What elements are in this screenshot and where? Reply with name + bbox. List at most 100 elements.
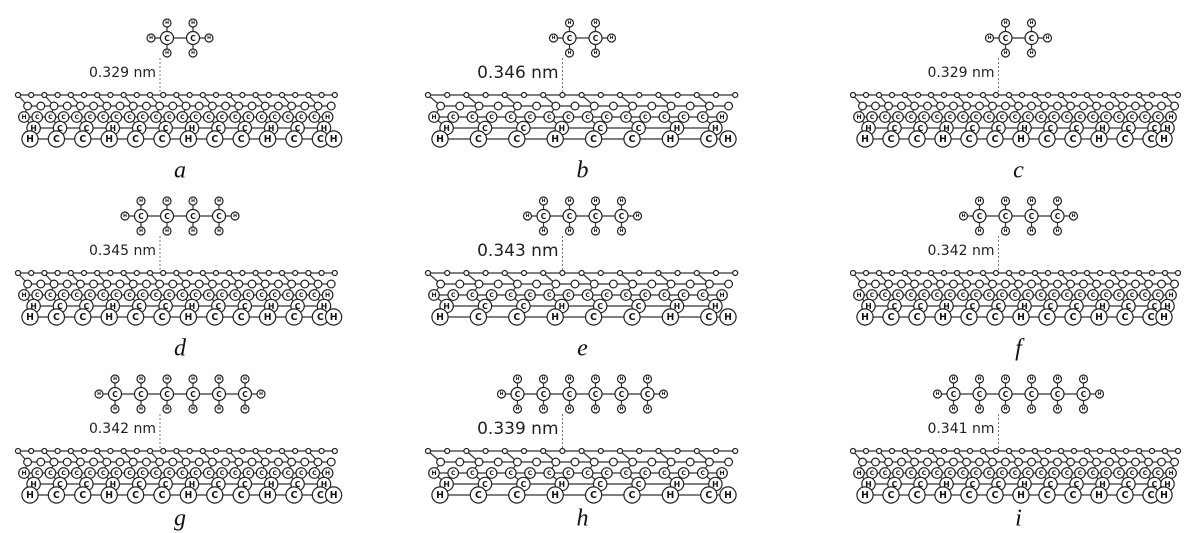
atom-symbol: C (317, 312, 324, 323)
panel-label: h (577, 506, 589, 532)
atom-symbol: C (1026, 292, 1031, 299)
atom-symbol: C (286, 470, 291, 477)
distance-label: 0.343 nm (477, 241, 558, 261)
atom (319, 271, 324, 276)
atom-symbol: C (662, 114, 667, 121)
atom-symbol: C (948, 292, 953, 299)
atom (301, 280, 309, 288)
atom (937, 458, 945, 466)
atom-symbol: H (264, 312, 272, 323)
atom-symbol: C (643, 292, 648, 299)
atom (1132, 458, 1140, 466)
atom-symbol: H (443, 480, 449, 489)
atom-symbol: H (1095, 490, 1103, 501)
atom (1033, 449, 1038, 454)
atom-symbol: C (167, 470, 172, 477)
atom-symbol: C (141, 292, 146, 299)
atom (77, 102, 85, 110)
atom (182, 102, 190, 110)
atom-symbol: H (610, 35, 614, 41)
atom-symbol: H (559, 302, 565, 311)
atom (95, 271, 100, 276)
atom-symbol: C (1026, 470, 1031, 477)
atom-symbol: C (605, 114, 610, 121)
atom-symbol: C (974, 114, 979, 121)
atom (1059, 93, 1064, 98)
atom-symbol: C (273, 470, 278, 477)
atom (437, 458, 445, 466)
atom-symbol: C (1148, 134, 1155, 145)
atom-symbol: C (1070, 134, 1077, 145)
atom-symbol: C (566, 114, 571, 121)
atom (968, 271, 973, 276)
atom (266, 271, 271, 276)
atom (148, 93, 153, 98)
atom-symbol: C (922, 114, 927, 121)
atom (227, 449, 232, 454)
atom (174, 449, 179, 454)
atom (129, 458, 137, 466)
atom-symbol: C (662, 292, 667, 299)
atom (502, 93, 507, 98)
atom (55, 271, 60, 276)
atom (963, 458, 971, 466)
atom (129, 102, 137, 110)
atom (637, 271, 642, 276)
atom (552, 280, 560, 288)
atom-symbol: C (220, 292, 225, 299)
atom-symbol: C (233, 114, 238, 121)
atom-symbol: C (1026, 114, 1031, 121)
atom-symbol: H (978, 376, 982, 382)
panel-label: f (1015, 336, 1025, 362)
atom-symbol: C (88, 114, 93, 121)
atom (929, 93, 934, 98)
atom-symbol: C (914, 312, 921, 323)
atom-symbol: H (165, 20, 169, 26)
atom-symbol: C (1078, 470, 1083, 477)
atom-symbol: C (1122, 134, 1129, 145)
atom (911, 458, 919, 466)
atom-symbol: H (217, 406, 221, 412)
atom-symbol: H (1004, 376, 1008, 382)
atom-symbol: C (870, 292, 875, 299)
atom-symbol: C (961, 470, 966, 477)
atom (182, 458, 190, 466)
atom (514, 102, 522, 110)
atom-symbol: H (165, 406, 169, 412)
atom-symbol: C (193, 292, 198, 299)
atom-symbol: C (35, 114, 40, 121)
atom-symbol: C (1044, 312, 1051, 323)
atom (143, 102, 151, 110)
atom-symbol: C (141, 114, 146, 121)
atom-symbol: H (1004, 20, 1008, 26)
atom (327, 280, 335, 288)
atom (1111, 271, 1116, 276)
atom-symbol: C (636, 124, 642, 133)
atom (533, 102, 541, 110)
panel-label: i (1015, 506, 1022, 532)
atom-symbol: C (987, 114, 992, 121)
atom-symbol: H (243, 376, 247, 382)
atom (156, 280, 164, 288)
atom (1028, 458, 1036, 466)
atom-symbol: H (542, 376, 546, 382)
atom-symbol: H (165, 228, 169, 234)
atom-symbol: C (211, 134, 218, 145)
atom (16, 449, 21, 454)
atom (29, 271, 34, 276)
atom-symbol: C (513, 490, 520, 501)
atom-symbol: H (559, 480, 565, 489)
atom (1054, 280, 1062, 288)
atom (1046, 271, 1051, 276)
atom-symbol: H (620, 228, 624, 234)
atom (1163, 449, 1168, 454)
atom-symbol: C (246, 114, 251, 121)
atom (579, 449, 584, 454)
atom-symbol: C (35, 470, 40, 477)
atom (293, 449, 298, 454)
atom-symbol: C (216, 390, 222, 399)
atom-symbol: C (935, 470, 940, 477)
atom-symbol: C (79, 312, 86, 323)
atom (280, 271, 285, 276)
atom (37, 458, 45, 466)
